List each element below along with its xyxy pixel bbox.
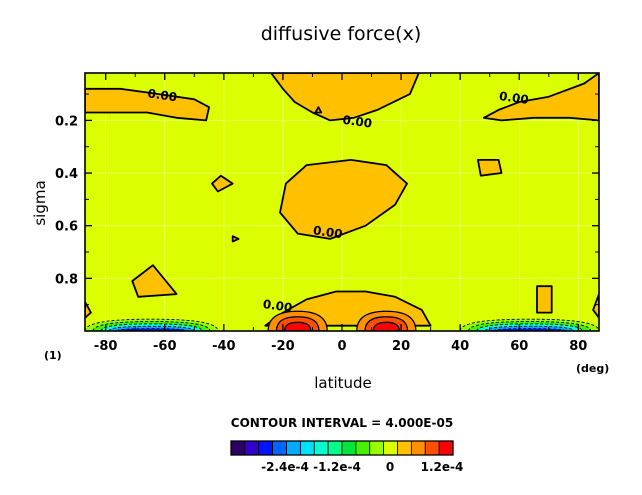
contour-label: 0.00 — [342, 113, 373, 131]
colorbar-tick-label: -1.2e-4 — [313, 460, 361, 474]
colorbar: -2.4e-4 -1.2e-4 0 1.2e-4 — [230, 440, 464, 474]
positive-cell-right-max — [372, 321, 400, 331]
colorbar-segment — [355, 440, 371, 456]
colorbar-segment — [244, 440, 260, 456]
contour-label: 0.00 — [147, 86, 178, 104]
x-axis-label: latitude — [314, 374, 372, 392]
y-tick-label: 0.2 — [55, 114, 78, 129]
colorbar-segment — [327, 440, 343, 456]
contour-label: 0.00 — [262, 297, 293, 315]
x-unit-label: (deg) — [576, 362, 609, 375]
colorbar-segment — [286, 440, 301, 456]
colorbar-segment — [397, 440, 412, 456]
contour-region-blob-left-mid — [211, 174, 234, 193]
x-tick-label: -20 — [271, 339, 295, 354]
contour-region-blob-edge-left — [85, 301, 92, 319]
contour-region-upper-right — [482, 73, 599, 122]
contour-region-blob-right-mid — [476, 158, 503, 177]
y-tick-label: 0.4 — [55, 167, 78, 182]
colorbar-segment — [299, 440, 315, 456]
colorbar-tick-label: 0 — [386, 460, 394, 474]
x-tick-label: 0 — [337, 339, 346, 354]
x-tick-label: 60 — [510, 339, 528, 354]
colorbar-segment — [341, 440, 357, 456]
x-tick-label: 20 — [392, 339, 410, 354]
x-tick-label: -60 — [153, 339, 177, 354]
colorbar-segment — [258, 440, 274, 456]
positive-cell-left-max — [284, 321, 312, 331]
contour-label: 0.00 — [312, 223, 343, 241]
contour-region-blob-dot-left — [231, 235, 240, 243]
contour-region-upper-left — [85, 87, 211, 122]
chart-title: diffusive force(x) — [261, 23, 422, 45]
contour-region-blob-dot-upper — [314, 106, 323, 114]
x-tick-label: -40 — [212, 339, 236, 354]
contour-label: 0.00 — [498, 89, 529, 107]
contour-interval-text: CONTOUR INTERVAL = 4.000E-05 — [231, 416, 453, 430]
colorbar-frame — [230, 440, 454, 456]
contour-fill-layer: 0.00 0.00 0.00 0.00 0.00 — [85, 73, 599, 331]
y-axis-label: sigma — [31, 180, 49, 225]
colorbar-segment — [410, 440, 426, 456]
panel-label: (1) — [44, 349, 62, 362]
contour-region-upper-center — [270, 73, 420, 122]
x-tick-label: 80 — [569, 339, 587, 354]
colorbar-tick-label: -2.4e-4 — [261, 460, 309, 474]
y-tick-label: 0.6 — [55, 220, 78, 235]
colorbar-segment — [313, 440, 329, 456]
x-tick-label: 40 — [451, 339, 469, 354]
colorbar-segment — [438, 440, 454, 456]
contour-region-mid-center — [279, 158, 408, 240]
contour-plot-area: 0.00 0.00 0.00 0.00 0.00 -80 -60 -40 -20 0 20 40 60 8… — [55, 72, 600, 354]
contour-region-blob-left-low — [131, 264, 178, 298]
colorbar-segment — [424, 440, 440, 456]
colorbar-segment — [230, 440, 246, 456]
colorbar-segment — [383, 440, 398, 456]
y-tick-label: 0.8 — [55, 272, 78, 287]
contour-region-blob-edge-right — [592, 293, 599, 319]
x-tick-label: -80 — [94, 339, 118, 354]
colorbar-segment — [369, 440, 385, 456]
colorbar-tick-label: 1.2e-4 — [421, 460, 464, 474]
colorbar-segment — [272, 440, 287, 456]
contour-region-blob-right-low — [536, 285, 553, 314]
